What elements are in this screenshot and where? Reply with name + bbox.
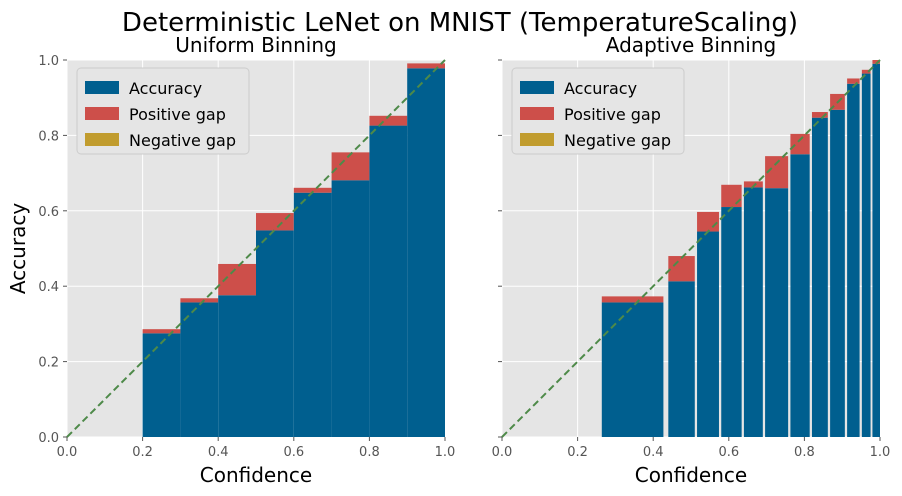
- x-tick-label: 1.0: [870, 445, 891, 460]
- positive-gap-bar-2: [668, 256, 695, 282]
- positive-gap-bar-2: [180, 298, 219, 303]
- y-tick-label: 1.0: [38, 54, 59, 69]
- x-axis-label: Confidence: [635, 463, 747, 487]
- x-tick-label: 0.6: [283, 445, 304, 460]
- legend: [76, 67, 250, 155]
- figure-title: Deterministic LeNet on MNIST (Temperatur…: [122, 8, 798, 38]
- positive-gap-bar-12: [872, 60, 880, 64]
- accuracy-bar-1: [601, 302, 664, 437]
- positive-gap-bar-6: [331, 152, 370, 181]
- x-tick-label: 0.2: [132, 445, 153, 460]
- accuracy-bar-8: [407, 68, 445, 437]
- legend-positive-gap-swatch: [85, 107, 119, 120]
- accuracy-bar-7: [369, 125, 408, 438]
- accuracy-bar-10: [847, 83, 860, 437]
- accuracy-bar-1: [142, 333, 181, 437]
- accuracy-bar-5: [743, 187, 763, 437]
- legend-positive-gap-label: Positive gap: [129, 105, 226, 124]
- x-tick-label: 0.0: [492, 445, 513, 460]
- panel-title: Uniform Binning: [175, 33, 336, 57]
- y-tick-label: 0.4: [38, 280, 59, 295]
- accuracy-bar-4: [721, 207, 742, 437]
- accuracy-bar-8: [811, 117, 828, 437]
- accuracy-bar-9: [830, 109, 845, 437]
- legend-accuracy-swatch: [85, 81, 119, 94]
- positive-gap-bar-1: [142, 329, 181, 334]
- legend: [511, 67, 685, 155]
- legend-negative-gap-label: Negative gap: [564, 131, 671, 150]
- legend-positive-gap-swatch: [520, 107, 554, 120]
- positive-gap-bar-4: [256, 213, 294, 231]
- accuracy-bar-7: [790, 154, 810, 437]
- positive-gap-bar-7: [369, 115, 408, 126]
- positive-gap-bar-8: [407, 63, 445, 69]
- x-axis-label: Confidence: [200, 463, 312, 487]
- positive-gap-bar-5: [743, 181, 763, 188]
- perfect-calibration-line: [66, 59, 446, 438]
- positive-gap-bar-7: [790, 133, 810, 155]
- positive-gap-bar-1: [601, 296, 664, 303]
- x-tick-label: 0.0: [57, 445, 78, 460]
- y-tick-label: 0.0: [38, 431, 59, 446]
- accuracy-bar-6: [765, 188, 789, 437]
- positive-gap-bar-5: [293, 187, 332, 193]
- y-axis-label: Accuracy: [6, 203, 30, 294]
- accuracy-bar-2: [180, 302, 219, 437]
- accuracy-bar-2: [668, 281, 695, 437]
- legend-accuracy-swatch: [520, 81, 554, 94]
- y-tick-label: 0.6: [38, 205, 59, 220]
- perfect-calibration-line: [501, 59, 881, 438]
- panel-adaptive-binning: 0.0 0.2 0.4 0.6 0.8 1.0 Adaptive Binning Confid…: [492, 33, 891, 487]
- legend-negative-gap-swatch: [85, 133, 119, 146]
- accuracy-bar-3: [697, 231, 719, 437]
- y-tick-label: 0.8: [38, 129, 59, 144]
- accuracy-bar-11: [861, 73, 871, 438]
- positive-gap-bar-8: [811, 112, 828, 118]
- legend-accuracy-label: Accuracy: [129, 79, 202, 98]
- x-tick-label: 0.8: [794, 445, 815, 460]
- positive-gap-bar-4: [721, 184, 742, 208]
- accuracy-bar-3: [218, 295, 256, 437]
- legend-positive-gap-label: Positive gap: [564, 105, 661, 124]
- x-tick-label: 1.0: [435, 445, 456, 460]
- x-tick-label: 0.4: [208, 445, 229, 460]
- accuracy-bar-4: [256, 230, 294, 437]
- legend-accuracy-label: Accuracy: [564, 79, 637, 98]
- x-tick-label: 0.2: [567, 445, 588, 460]
- y-tick-label: 0.2: [38, 356, 59, 371]
- x-tick-label: 0.8: [359, 445, 380, 460]
- positive-gap-bar-3: [697, 211, 719, 232]
- panel-title: Adaptive Binning: [606, 33, 776, 57]
- accuracy-bar-5: [293, 192, 332, 437]
- positive-gap-bar-6: [765, 156, 789, 189]
- positive-gap-bar-11: [861, 69, 871, 74]
- legend-negative-gap-label: Negative gap: [129, 131, 236, 150]
- positive-gap-bar-10: [847, 78, 860, 84]
- accuracy-bar-12: [872, 63, 880, 438]
- panel-uniform-binning: 0.00.0 0.2 0.2 0.4 0.4 0.6 0.6 0.8 0.8 1.0 1.0 Unif…: [6, 33, 455, 487]
- x-tick-label: 0.6: [718, 445, 739, 460]
- x-tick-label: 0.4: [643, 445, 664, 460]
- accuracy-bar-6: [331, 180, 370, 437]
- legend-negative-gap-swatch: [520, 133, 554, 146]
